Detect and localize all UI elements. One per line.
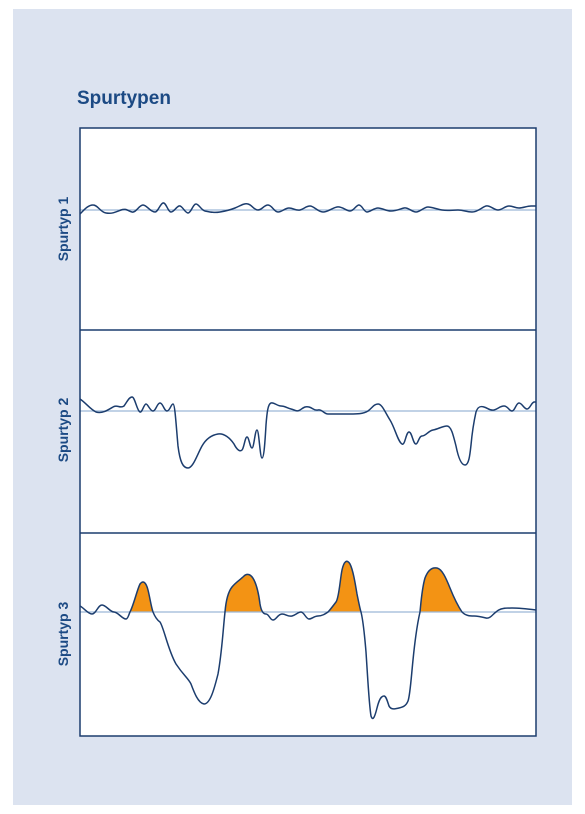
diagram-frame <box>79 127 537 737</box>
panel-3-highlight-2 <box>225 574 263 612</box>
diagram-title: Spurtypen <box>77 88 171 109</box>
panel-spurtyp-3 <box>79 560 537 720</box>
panel-3-trace <box>79 560 537 720</box>
panel-spurtyp-1 <box>79 202 536 215</box>
diagram-frame-fill <box>80 128 536 736</box>
panel-3-label: Spurtyp 3 <box>55 602 71 667</box>
panel-2-trace <box>79 396 536 469</box>
panel-2-label: Spurtyp 2 <box>55 398 71 463</box>
panel-1-trace <box>79 202 536 215</box>
panel-spurtyp-2 <box>79 396 536 469</box>
panel-1-label: Spurtyp 1 <box>55 197 71 262</box>
panel-3-highlight-4 <box>420 567 462 612</box>
